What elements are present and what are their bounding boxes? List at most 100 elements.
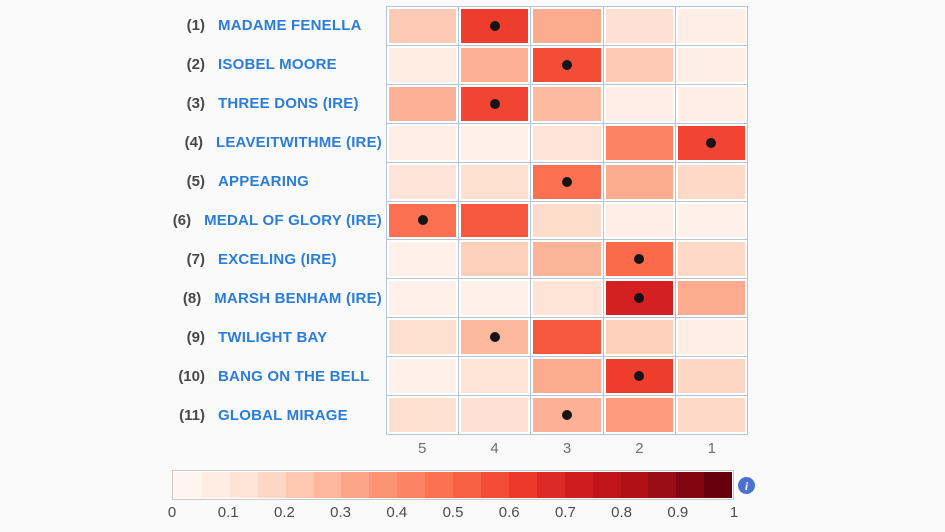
heatmap-cell-color — [605, 242, 673, 277]
heatmap-cell[interactable] — [459, 318, 531, 357]
heatmap-cell[interactable] — [387, 279, 459, 318]
heatmap-cell[interactable] — [459, 279, 531, 318]
color-scale-step — [620, 472, 649, 498]
runner-row-label: (6) MEDAL OF GLORY (IRE) — [0, 201, 382, 240]
heatmap-cell[interactable] — [459, 7, 531, 45]
color-scale-step — [564, 472, 593, 498]
heatmap-cell[interactable] — [603, 84, 675, 123]
color-scale-step — [704, 472, 733, 498]
heatmap-cell[interactable] — [603, 318, 675, 357]
heatmap-cell[interactable] — [603, 123, 675, 162]
heatmap-cell[interactable] — [603, 162, 675, 201]
runner-row-label: (2) ISOBEL MOORE — [0, 45, 382, 84]
runner-row-label: (9) TWILIGHT BAY — [0, 318, 382, 357]
info-icon[interactable]: i — [738, 477, 755, 494]
heatmap-cell-color — [389, 86, 457, 121]
runner-name-link[interactable]: MARSH BENHAM (IRE) — [214, 290, 382, 307]
heatmap-cell[interactable] — [675, 396, 747, 434]
heatmap-cell[interactable] — [459, 396, 531, 434]
heatmap-cell[interactable] — [603, 240, 675, 279]
heatmap-cell[interactable] — [531, 45, 603, 84]
heatmap-cell[interactable] — [675, 162, 747, 201]
heatmap-cell[interactable] — [603, 357, 675, 396]
heatmap-cell[interactable] — [675, 84, 747, 123]
heatmap-cell-color — [677, 9, 745, 43]
heatmap-cell[interactable] — [387, 396, 459, 434]
runner-name-link[interactable]: GLOBAL MIRAGE — [218, 407, 348, 424]
runner-name-link[interactable]: ISOBEL MOORE — [218, 56, 337, 73]
heatmap-cell[interactable] — [387, 84, 459, 123]
position-axis-label: 3 — [562, 440, 572, 457]
heatmap-cell-color — [533, 203, 601, 238]
heatmap-cell[interactable] — [531, 7, 603, 45]
heatmap-cell[interactable] — [387, 318, 459, 357]
runner-name-link[interactable]: EXCELING (IRE) — [218, 251, 337, 268]
heatmap-cell-color — [677, 164, 745, 199]
heatmap-cell[interactable] — [387, 240, 459, 279]
heatmap-cell[interactable] — [459, 45, 531, 84]
runner-name-link[interactable]: MADAME FENELLA — [218, 17, 362, 34]
heatmap-cell-color — [677, 281, 745, 316]
heatmap-cell[interactable] — [675, 357, 747, 396]
runner-name-link[interactable]: TWILIGHT BAY — [218, 329, 328, 346]
heatmap-cell[interactable] — [387, 201, 459, 240]
color-scale-step — [341, 472, 370, 498]
heatmap-cell[interactable] — [531, 201, 603, 240]
color-scale-tick: 0.8 — [611, 504, 633, 521]
heatmap-cell-color — [461, 86, 529, 121]
heatmap-cell[interactable] — [531, 240, 603, 279]
heatmap-cell-color — [461, 398, 529, 432]
color-scale-tick: 0.6 — [498, 504, 520, 521]
heatmap-cell[interactable] — [459, 123, 531, 162]
heatmap-cell[interactable] — [603, 45, 675, 84]
heatmap-cell-color — [533, 242, 601, 277]
heatmap-cell[interactable] — [675, 7, 747, 45]
heatmap-cell-color — [677, 47, 745, 82]
heatmap-cell[interactable] — [675, 318, 747, 357]
heatmap-cell[interactable] — [531, 84, 603, 123]
runner-name-link[interactable]: BANG ON THE BELL — [218, 368, 370, 385]
heatmap-cell[interactable] — [531, 396, 603, 434]
runner-rank: (6) — [172, 212, 192, 229]
color-scale-tick: 0 — [167, 504, 177, 521]
color-scale-bar — [172, 470, 734, 500]
heatmap-cell[interactable] — [387, 7, 459, 45]
heatmap-cell[interactable] — [675, 240, 747, 279]
heatmap-cell[interactable] — [459, 201, 531, 240]
heatmap-cell[interactable] — [531, 357, 603, 396]
heatmap-cell[interactable] — [459, 162, 531, 201]
heatmap-cell[interactable] — [459, 357, 531, 396]
heatmap-cell[interactable] — [675, 123, 747, 162]
heatmap-cell[interactable] — [531, 279, 603, 318]
heatmap-cell-color — [461, 125, 529, 160]
heatmap-cell[interactable] — [675, 279, 747, 318]
runner-name-link[interactable]: LEAVEITWITHME (IRE) — [215, 134, 382, 151]
heatmap-cell[interactable] — [387, 162, 459, 201]
heatmap-cell[interactable] — [459, 240, 531, 279]
heatmap-cell-color — [533, 47, 601, 82]
heatmap-cell[interactable] — [603, 279, 675, 318]
runner-rank: (2) — [186, 56, 205, 73]
heatmap-cell[interactable] — [531, 123, 603, 162]
heatmap-cell-color — [677, 320, 745, 355]
heatmap-cell[interactable] — [459, 84, 531, 123]
heatmap-cell[interactable] — [387, 123, 459, 162]
runner-name-link[interactable]: THREE DONS (IRE) — [218, 95, 359, 112]
runner-name-link[interactable]: APPEARING — [218, 173, 309, 190]
heatmap-cell[interactable] — [603, 7, 675, 45]
heatmap-cell[interactable] — [675, 201, 747, 240]
color-scale-step — [285, 472, 314, 498]
heatmap-cell[interactable] — [603, 396, 675, 434]
runner-name-link[interactable]: MEDAL OF GLORY (IRE) — [204, 212, 382, 229]
heatmap-cell[interactable] — [675, 45, 747, 84]
heatmap-cell[interactable] — [387, 45, 459, 84]
runner-rank: (1) — [186, 17, 205, 34]
runner-rank: (9) — [186, 329, 205, 346]
heatmap-cell[interactable] — [531, 318, 603, 357]
heatmap-cell-color — [605, 86, 673, 121]
heatmap-cell[interactable] — [603, 201, 675, 240]
heatmap-cell[interactable] — [531, 162, 603, 201]
heatmap-cell-color — [677, 125, 745, 160]
runner-rank: (3) — [186, 95, 205, 112]
heatmap-cell[interactable] — [387, 357, 459, 396]
